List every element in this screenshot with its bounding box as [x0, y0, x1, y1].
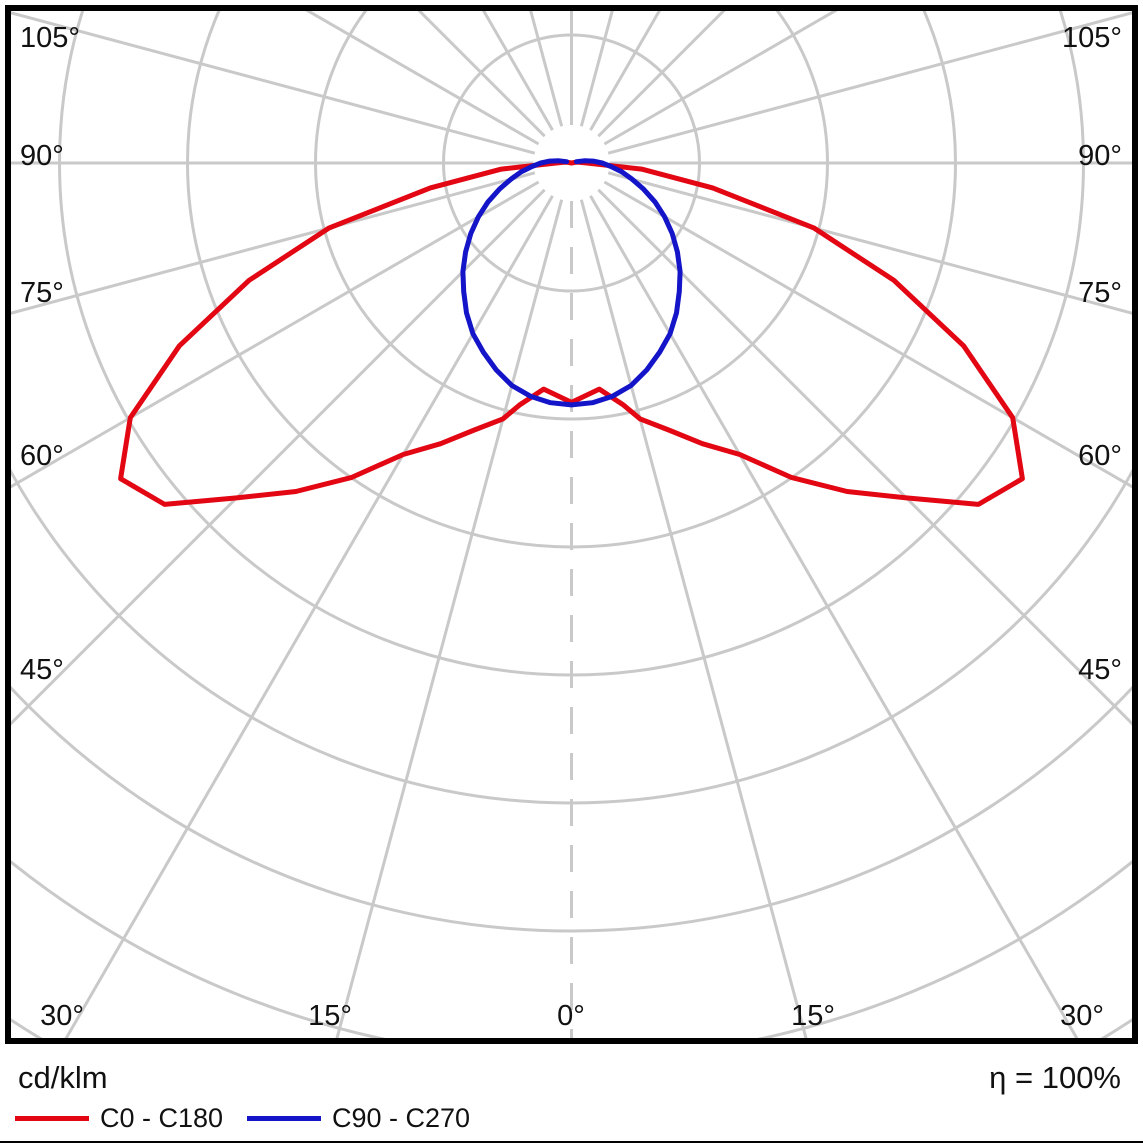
angle-label-right-90: 90° — [1078, 140, 1122, 172]
grid-ray — [603, 11, 838, 146]
angle-label-bottom-15-right: 15° — [791, 1000, 835, 1032]
grid-ray — [597, 11, 726, 138]
grid-ray — [603, 180, 1132, 489]
grid-ray — [589, 195, 1079, 1039]
grid-ray — [579, 11, 614, 127]
legend-item-c90-c270: C90 - C270 — [247, 1102, 470, 1134]
angle-label-bottom-0: 0° — [557, 1000, 585, 1032]
grid-ray — [11, 11, 536, 155]
grid-ray — [589, 11, 661, 131]
grid-ray — [11, 171, 536, 315]
grid-ray — [64, 195, 554, 1039]
angle-label-right-45: 45° — [1078, 654, 1122, 686]
angle-label-bottom-30-left: 30° — [40, 1000, 84, 1032]
angle-label-right-60: 60° — [1078, 440, 1122, 472]
grid-ray — [597, 188, 1132, 726]
grid-ray — [11, 188, 546, 726]
angle-label-left-105: 105° — [20, 22, 80, 54]
legend-label-c0-c180: C0 - C180 — [100, 1102, 224, 1133]
curve-c90-c270 — [460, 158, 683, 408]
angle-label-bottom-15-left: 15° — [308, 1000, 352, 1032]
grid-ray — [305, 11, 540, 146]
angle-label-left-75: 75° — [20, 277, 64, 309]
angle-label-right-105: 105° — [1062, 22, 1122, 54]
legend-swatch-c0-c180 — [15, 1115, 89, 1121]
curves-layer — [118, 158, 1025, 507]
angle-label-right-75: 75° — [1078, 277, 1122, 309]
legend-label-c90-c270: C90 - C270 — [332, 1102, 471, 1133]
angle-label-left-45: 45° — [20, 654, 64, 686]
grid-ray — [11, 180, 540, 489]
grid-ray — [482, 11, 554, 131]
grid-ray — [529, 11, 564, 127]
efficiency-label: η = 100% — [989, 1060, 1121, 1095]
plot-border — [5, 5, 1138, 1044]
grid-ray — [335, 199, 564, 1039]
grid-ring — [11, 685, 1132, 933]
grid-ray — [607, 11, 1132, 155]
legend-item-c0-c180: C0 - C180 — [15, 1102, 223, 1134]
units-label: cd/klm — [18, 1060, 108, 1095]
legend-swatch-c90-c270 — [247, 1115, 321, 1121]
grid-ray — [579, 199, 808, 1039]
angle-label-left-60: 60° — [20, 440, 64, 472]
grid-ray — [417, 11, 546, 138]
page-bottom-border — [0, 1141, 1143, 1143]
angle-label-bottom-30-right: 30° — [1060, 1000, 1104, 1032]
angle-label-left-90: 90° — [20, 140, 64, 172]
grid-ray — [607, 171, 1132, 315]
